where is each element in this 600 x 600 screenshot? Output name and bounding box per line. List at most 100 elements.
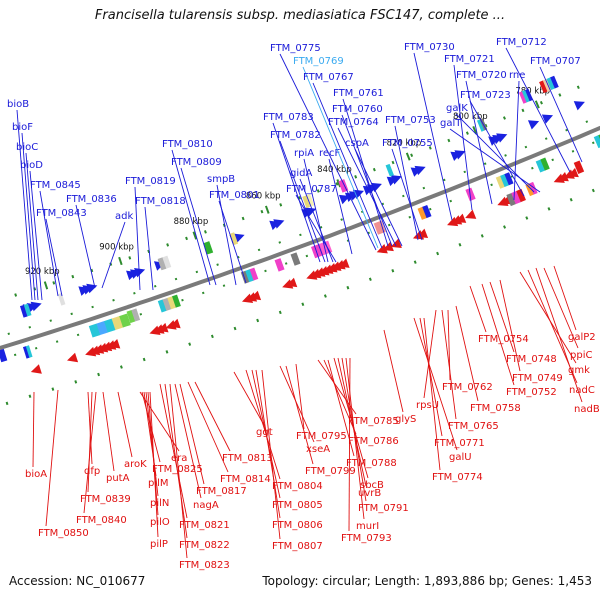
forward-gene	[390, 175, 402, 185]
forward-leader-line	[337, 127, 397, 247]
kbp-tick-label: 880 kbp	[174, 217, 209, 227]
reverse-gene-label: FTM_0804	[272, 481, 323, 492]
forward-leader-line	[21, 132, 36, 301]
forward-gene-arrow	[454, 150, 466, 160]
reverse-gene-arrow	[338, 258, 350, 268]
reverse-gene-label: ppiC	[570, 350, 592, 361]
forward-gene-label: FTM_0810	[162, 139, 213, 150]
reverse-leader-line	[117, 391, 133, 458]
reverse-gene-label: nadB	[574, 404, 600, 415]
forward-leader-line	[469, 100, 525, 197]
cog-colored-gene-block	[465, 187, 476, 202]
gene-block-segment	[385, 163, 394, 177]
gene-block-segment	[157, 257, 167, 271]
forward-gene-label: FTM_0783	[263, 112, 314, 123]
reverse-gene-label: bioA	[25, 469, 47, 480]
gene-block-segment	[57, 292, 66, 306]
cog-colored-gene-block	[573, 160, 585, 174]
cog-colored-gene-block	[525, 181, 538, 197]
cog-colored-gene-block	[57, 292, 66, 306]
reverse-gene	[465, 209, 477, 219]
forward-leader-line	[25, 152, 39, 301]
gene-block-segment	[203, 241, 214, 255]
reverse-leader-line	[489, 281, 515, 353]
kbp-tick-label: 780 kbp	[515, 86, 550, 96]
reverse-leader-line	[519, 271, 577, 364]
kbp-tick	[192, 231, 198, 240]
topology-text: Topology: circular; Length: 1,893,886 bp…	[262, 574, 592, 588]
forward-gene-label: galK	[446, 103, 468, 114]
gene-block-segment	[539, 80, 548, 94]
reverse-leader-line	[261, 369, 281, 540]
gene-block-segment	[550, 75, 559, 89]
reverse-leader-line	[499, 279, 521, 372]
cog-colored-gene-block	[22, 345, 33, 359]
gene-block-segment	[171, 294, 181, 308]
forward-leader-line	[453, 64, 473, 211]
gene-block-segment	[511, 190, 521, 205]
forward-gene-label: FTM_0801	[209, 190, 260, 201]
cog-colored-gene-block	[535, 157, 550, 173]
kbp-tick	[43, 281, 49, 290]
reverse-gene	[169, 318, 181, 329]
reverse-gene-label: FTM_0762	[442, 382, 493, 393]
cog-colored-gene-block	[126, 308, 141, 324]
reverse-gene	[376, 244, 388, 254]
forward-leader-line	[216, 184, 237, 286]
forward-gene	[30, 301, 42, 312]
forward-leader-line	[272, 122, 321, 263]
forward-leader-line	[218, 200, 247, 284]
cog-colored-gene-block	[157, 294, 181, 313]
kbp-tick	[264, 205, 270, 214]
forward-leader-line	[134, 186, 141, 291]
reverse-gene-label: FTM_0814	[220, 474, 271, 485]
forward-gene-label: adk	[115, 211, 133, 222]
gene-block-segment	[506, 192, 517, 207]
reverse-gene-arrow	[557, 172, 569, 182]
reverse-leader-line	[323, 359, 357, 435]
forward-leader-line	[171, 149, 211, 286]
gene-block-segment	[23, 303, 32, 317]
forward-leader-line	[413, 52, 453, 221]
forward-gene-label: cspA	[345, 138, 369, 149]
kbp-tick	[472, 126, 478, 135]
kbp-tick-label: 840 kbp	[317, 165, 352, 175]
reverse-gene-label: gmk	[568, 365, 590, 376]
reverse-leader-line	[45, 389, 59, 527]
forward-leader-line	[391, 148, 423, 241]
gene-block-segment	[573, 160, 585, 174]
reverse-leader-line	[139, 391, 180, 452]
reverse-leader-line	[481, 283, 515, 386]
gene-block-segment	[516, 188, 526, 203]
reverse-leader-line	[169, 383, 188, 559]
forward-gene-arrow	[541, 114, 554, 124]
reverse-gene-label: era	[171, 453, 187, 464]
map-title: Francisella tularensis subsp. mediasiati…	[94, 8, 506, 23]
forward-gene-label: bioD	[20, 160, 43, 171]
cog-colored-gene-block	[495, 172, 514, 189]
forward-gene-arrow	[496, 133, 508, 143]
cog-colored-gene-block	[230, 232, 239, 246]
forward-gene-label: FTM_0707	[530, 56, 581, 67]
reverse-gene-label: glyS	[395, 414, 416, 425]
forward-gene-arrow	[414, 165, 426, 176]
reverse-leader-line	[187, 381, 229, 473]
reverse-gene-arrow	[249, 290, 262, 301]
reverse-gene-label: FTM_0791	[358, 503, 409, 514]
outer-ring-lower	[5, 186, 600, 406]
reverse-gene	[157, 322, 169, 333]
accession-text: Accession: NC_010677	[9, 574, 146, 588]
forward-gene-label: FTM_0753	[385, 115, 436, 126]
cog-colored-gene-block	[417, 204, 432, 220]
cog-colored-gene-block	[593, 133, 600, 149]
reverse-leader-line	[285, 365, 314, 465]
forward-gene-label: FTM_0761	[333, 88, 384, 99]
forward-leader-line	[302, 66, 379, 249]
reverse-gene-arrow	[416, 228, 429, 238]
reverse-leader-line	[87, 391, 93, 465]
cog-colored-gene-block	[19, 303, 32, 318]
reverse-leader-line	[102, 391, 115, 472]
reverse-gene-label: nagA	[193, 500, 219, 511]
